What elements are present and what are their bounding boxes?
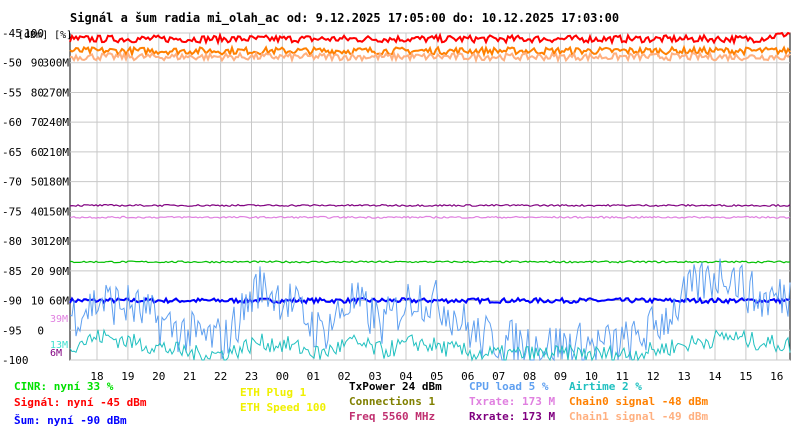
y-tick-label-rate: 60M bbox=[49, 295, 69, 308]
y-tick-label-dbm: -95 bbox=[2, 324, 22, 337]
y-tick-label-dbm: -70 bbox=[2, 176, 22, 189]
chart-title: Signál a šum radia mi_olah_ac od: 9.12.2… bbox=[70, 11, 620, 25]
x-tick-label: 12 bbox=[647, 370, 660, 380]
legend-txpower: TxPower 24 dBm bbox=[349, 380, 442, 393]
y-tick-label-dbm: -75 bbox=[2, 205, 22, 218]
x-tick-label: 14 bbox=[708, 370, 722, 380]
series-line-chain1-signal bbox=[69, 50, 791, 64]
x-axis-label: [h] bbox=[772, 379, 792, 380]
y-tick-label-rate: 240M bbox=[43, 116, 70, 129]
x-tick-label: 10 bbox=[585, 370, 598, 380]
x-tick-label: 06 bbox=[461, 370, 474, 380]
y-tick-label-rate: 270M bbox=[43, 86, 70, 99]
x-tick-label: 20 bbox=[152, 370, 165, 380]
y-tick-label-percent: 70 bbox=[31, 116, 44, 129]
y-tick-label-dbm: -65 bbox=[2, 146, 22, 159]
y-tick-label-percent: 90 bbox=[31, 57, 44, 70]
plot-area bbox=[69, 32, 791, 361]
y-overlay-label: 13M bbox=[50, 340, 68, 351]
y-tick-label-dbm: -55 bbox=[2, 86, 22, 99]
legend-connections: Connections 1 bbox=[349, 395, 436, 408]
x-tick-label: 01 bbox=[307, 370, 320, 380]
y-tick-label-rate: 300M bbox=[43, 57, 70, 70]
y-tick-label-percent: 80 bbox=[31, 86, 44, 99]
y-tick-label-rate: 90M bbox=[49, 265, 69, 278]
series-line-airtime bbox=[69, 328, 791, 362]
y-tick-label-dbm: -90 bbox=[2, 295, 22, 308]
legend-signal: Signál: nyní -45 dBm bbox=[14, 396, 147, 409]
x-tick-label: 18 bbox=[90, 370, 103, 380]
series-line-chain0-signal bbox=[69, 44, 791, 58]
y-tick-label-percent: 40 bbox=[31, 205, 44, 218]
series-line-rxrate bbox=[69, 203, 791, 208]
y-tick-label-dbm: -85 bbox=[2, 265, 22, 278]
y-tick-label-dbm: -50 bbox=[2, 57, 22, 70]
legend-rxrate: Rxrate: 173 M bbox=[469, 410, 556, 423]
series-line-sign-l bbox=[69, 31, 791, 46]
y-tick-label-percent: 10 bbox=[31, 295, 44, 308]
x-tick-label: 21 bbox=[183, 370, 196, 380]
legend-cpu-load: CPU load 5 % bbox=[469, 380, 549, 393]
legend-chain1: Chain1 signal -49 dBm bbox=[569, 410, 709, 423]
y-tick-label-percent: 60 bbox=[31, 146, 44, 159]
x-tick-label: 19 bbox=[121, 370, 134, 380]
legend-noise: Šum: nyní -90 dBm bbox=[14, 414, 127, 427]
legend-airtime: Airtime 2 % bbox=[569, 380, 642, 393]
y-tick-label-rate: 210M bbox=[43, 146, 70, 159]
y-tick-label-dbm: -100 bbox=[2, 354, 29, 367]
y-overlay-label: 6M bbox=[50, 348, 62, 359]
legend-freq: Freq 5560 MHz bbox=[349, 410, 436, 423]
x-tick-label: 16 bbox=[770, 370, 783, 380]
y-tick-label-dbm: -45 bbox=[2, 27, 22, 40]
y-tick-label-percent: 0 bbox=[37, 324, 44, 337]
x-tick-label: 22 bbox=[214, 370, 227, 380]
x-tick-label: 15 bbox=[739, 370, 752, 380]
y-tick-label-dbm: -60 bbox=[2, 116, 22, 129]
y-overlay-label: 39M bbox=[50, 314, 68, 325]
x-tick-label: 13 bbox=[677, 370, 690, 380]
x-tick-label: 11 bbox=[616, 370, 629, 380]
x-tick-label: 07 bbox=[492, 370, 505, 380]
series-line-cpu-load bbox=[69, 258, 791, 362]
y-tick-label-rate: 180M bbox=[43, 176, 70, 189]
x-tick-label: 00 bbox=[276, 370, 289, 380]
y-tick-label-percent: 100 bbox=[24, 27, 44, 40]
x-tick-label: 09 bbox=[554, 370, 567, 380]
y-axis-units-label: [dBm] [%] bbox=[18, 30, 73, 41]
legend-eth-speed: ETH Speed 100 bbox=[240, 401, 327, 414]
y-tick-label-rate: 150M bbox=[43, 205, 70, 218]
y-tick-label-percent: 50 bbox=[31, 176, 44, 189]
legend-chain0: Chain0 signal -48 dBm bbox=[569, 395, 709, 408]
series-line-cinr bbox=[70, 260, 791, 264]
y-tick-label-percent: 20 bbox=[31, 265, 44, 278]
y-tick-label-dbm: -80 bbox=[2, 235, 22, 248]
x-tick-label: 05 bbox=[430, 370, 443, 380]
y-tick-label-percent: 30 bbox=[31, 235, 44, 248]
series-line-txrate bbox=[69, 215, 791, 219]
legend-txrate: Txrate: 173 M bbox=[469, 395, 556, 408]
legend-cinr: CINR: nyní 33 % bbox=[14, 380, 114, 393]
y-tick-label-rate: 120M bbox=[43, 235, 70, 248]
series-line--um bbox=[69, 295, 791, 306]
x-tick-label: 04 bbox=[399, 370, 413, 380]
x-tick-label: 08 bbox=[523, 370, 536, 380]
x-tick-label: 23 bbox=[245, 370, 258, 380]
x-tick-label: 02 bbox=[338, 370, 351, 380]
legend-eth-plug: ETH Plug 1 bbox=[240, 386, 307, 399]
x-tick-label: 03 bbox=[368, 370, 381, 380]
